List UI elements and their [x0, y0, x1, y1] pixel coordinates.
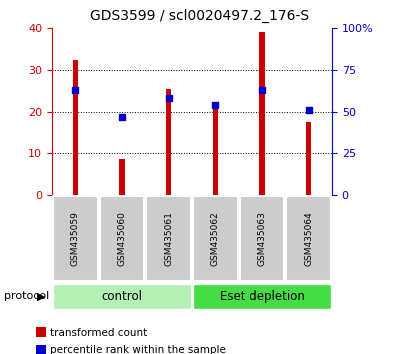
Text: GSM435063: GSM435063	[258, 211, 266, 267]
Text: control: control	[102, 290, 142, 303]
Text: GSM435059: GSM435059	[71, 211, 80, 267]
Point	[166, 95, 172, 101]
Text: GSM435062: GSM435062	[211, 212, 220, 266]
Bar	[72, 59, 78, 195]
FancyBboxPatch shape	[193, 284, 331, 309]
Text: GDS3599 / scl0020497.2_176-S: GDS3599 / scl0020497.2_176-S	[90, 9, 310, 23]
Point	[212, 102, 218, 108]
Text: percentile rank within the sample: percentile rank within the sample	[50, 346, 226, 354]
Point	[119, 114, 125, 119]
Bar	[212, 103, 218, 195]
FancyBboxPatch shape	[100, 196, 144, 281]
Point	[72, 87, 78, 93]
Text: GSM435061: GSM435061	[164, 211, 173, 267]
Text: transformed count: transformed count	[50, 328, 147, 338]
Point	[306, 107, 312, 113]
Text: ▶: ▶	[37, 291, 46, 302]
Bar	[259, 33, 265, 195]
FancyBboxPatch shape	[286, 196, 331, 281]
FancyBboxPatch shape	[240, 196, 284, 281]
FancyBboxPatch shape	[53, 196, 98, 281]
Bar	[306, 122, 312, 195]
Bar	[119, 159, 125, 195]
Point	[259, 87, 265, 93]
FancyBboxPatch shape	[53, 284, 191, 309]
Text: GSM435064: GSM435064	[304, 212, 313, 266]
Text: GSM435060: GSM435060	[118, 211, 126, 267]
Bar	[166, 88, 172, 195]
FancyBboxPatch shape	[146, 196, 191, 281]
Text: protocol: protocol	[4, 291, 49, 302]
FancyBboxPatch shape	[193, 196, 238, 281]
Text: Eset depletion: Eset depletion	[220, 290, 304, 303]
